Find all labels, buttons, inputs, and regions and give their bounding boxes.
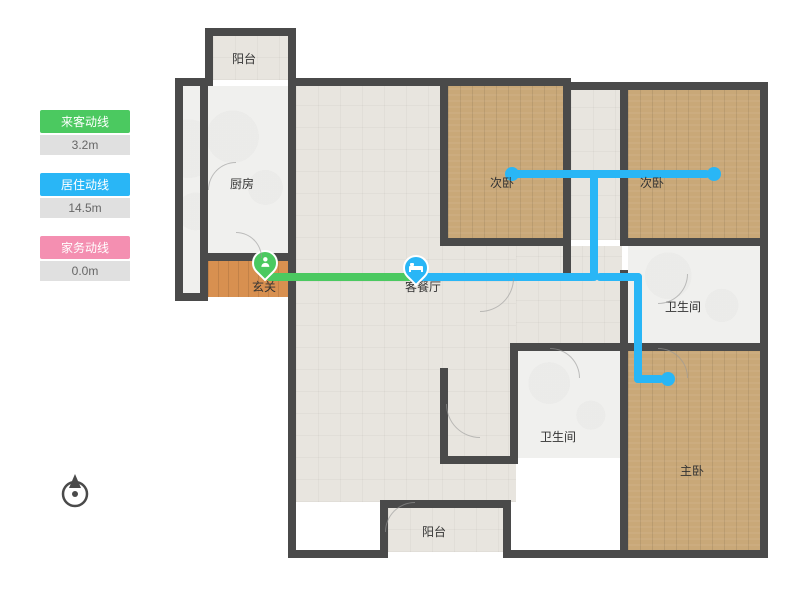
wall [620,343,768,351]
path-guest [266,273,418,281]
legend-label-guest: 来客动线 [40,110,130,133]
bed-icon [409,261,423,275]
legend-item-guest: 来客动线 3.2m [40,110,130,155]
legend-value-guest: 3.2m [40,135,130,155]
wall [288,550,386,558]
room-label-master_bedroom: 主卧 [680,462,704,479]
wall [288,78,570,86]
wall [620,343,628,558]
floorplan: 阳台厨房玄关客餐厅次卧次卧卫生间卫生间主卧阳台 [170,20,770,580]
compass-icon [55,470,95,515]
wall [620,270,628,350]
path-living [508,170,598,178]
floor-marble [183,86,201,295]
wall [200,78,208,300]
legend-panel: 来客动线 3.2m 居住动线 14.5m 家务动线 0.0m [40,110,130,299]
wall [440,78,448,243]
legend-item-living: 居住动线 14.5m [40,173,130,218]
room-label-balcony_bottom: 阳台 [422,523,446,540]
path-living [596,273,642,281]
floor-marble [628,246,762,345]
legend-value-living: 14.5m [40,198,130,218]
wall [503,550,768,558]
wall [563,82,628,90]
wall [620,82,628,242]
marker-bed [403,255,429,287]
room-label-balcony_top: 阳台 [232,50,256,67]
wall [440,368,448,464]
wall [510,343,628,351]
wall [760,82,768,558]
wall [175,293,208,301]
wall [440,238,571,246]
room-label-bedroom2a: 次卧 [490,174,514,191]
path-endpoint [707,167,721,181]
path-living [634,273,642,383]
wall [620,238,768,246]
room-label-bedroom2b: 次卧 [640,174,664,191]
path-living [590,170,598,281]
wall [440,456,518,464]
floor-wood_light [448,86,565,240]
wall [563,78,571,278]
room-label-bathroom2: 卫生间 [540,428,576,445]
legend-label-living: 居住动线 [40,173,130,196]
wall [625,82,768,90]
floor-wood_light [628,90,762,240]
legend-item-chore: 家务动线 0.0m [40,236,130,281]
wall [175,78,183,300]
legend-label-chore: 家务动线 [40,236,130,259]
wall [288,78,296,558]
wall [205,28,295,36]
legend-value-chore: 0.0m [40,261,130,281]
wall [510,343,518,463]
